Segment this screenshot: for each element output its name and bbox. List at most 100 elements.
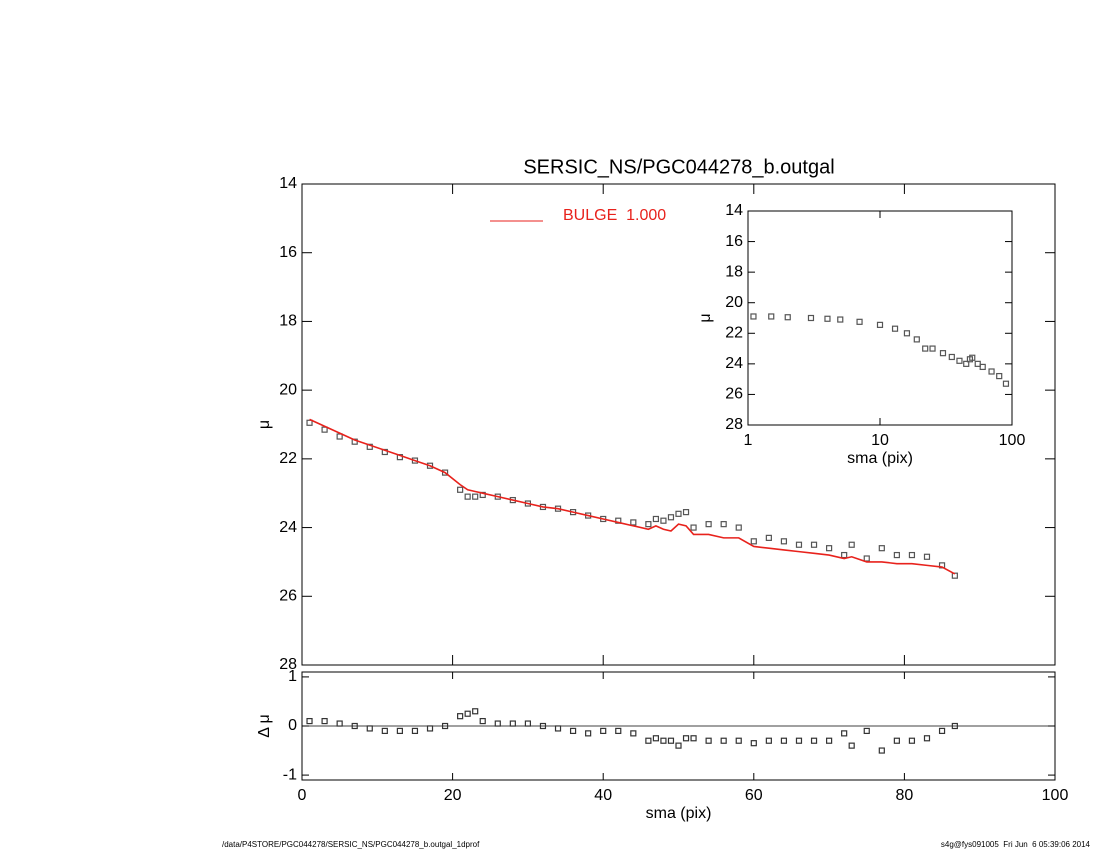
data-point — [509, 720, 516, 727]
y-tick-label: 20 — [725, 294, 743, 311]
data-point — [682, 735, 690, 742]
data-point — [381, 727, 388, 735]
y-tick-label: 24 — [279, 519, 297, 536]
data-point — [878, 747, 885, 754]
data-point — [441, 722, 449, 730]
data-point — [705, 737, 712, 744]
y-tick-label: 22 — [279, 450, 297, 467]
data-point — [539, 722, 547, 730]
data-point — [780, 737, 788, 744]
plot-frame — [301, 183, 1056, 666]
y-tick-label: 28 — [725, 416, 743, 433]
data-point — [939, 350, 947, 357]
data-point — [765, 737, 772, 744]
x-tick-label: 1 — [744, 432, 753, 449]
data-point — [667, 514, 675, 521]
y-tick-label: 1 — [288, 668, 297, 685]
data-point — [795, 541, 803, 548]
data-point — [795, 737, 803, 744]
data-point — [856, 318, 863, 325]
legend-label: BULGE 1.000 — [563, 207, 666, 224]
data-point — [396, 727, 403, 735]
data-point — [825, 545, 833, 552]
data-point — [996, 372, 1003, 380]
data-point — [848, 541, 855, 548]
data-point — [321, 717, 328, 725]
x-tick-label: 10 — [871, 432, 889, 449]
data-point — [585, 730, 592, 737]
y-tick-label: 18 — [725, 263, 743, 280]
data-point — [750, 538, 757, 545]
data-point — [903, 330, 911, 337]
data-point — [690, 524, 697, 531]
data-point — [768, 313, 775, 320]
data-point — [630, 730, 637, 737]
data-point — [951, 722, 958, 730]
data-point — [336, 720, 343, 727]
y-tick-label: 16 — [279, 244, 297, 261]
data-point — [810, 737, 818, 744]
data-point — [863, 727, 870, 735]
y-axis-label: μ — [697, 313, 714, 322]
y-tick-label: 18 — [279, 313, 297, 330]
data-point — [660, 737, 667, 744]
data-point — [675, 510, 682, 517]
model-line — [309, 418, 956, 575]
data-point — [923, 553, 931, 560]
data-point — [306, 419, 313, 426]
y-tick-label: 0 — [288, 717, 297, 734]
data-point — [948, 353, 955, 361]
data-point — [321, 426, 328, 433]
y-axis-label: μ — [256, 420, 273, 429]
data-point — [464, 493, 471, 500]
y-tick-label: 24 — [725, 355, 743, 372]
y-tick-label: 22 — [725, 325, 743, 342]
data-point — [479, 717, 486, 725]
y-tick-label: 26 — [279, 588, 297, 605]
data-point — [472, 708, 479, 715]
data-point — [682, 509, 690, 516]
data-point — [720, 737, 727, 744]
footer-right: s4g@fys091005 Fri Jun 6 05:39:06 2014 — [941, 840, 1091, 849]
data-point — [569, 727, 577, 735]
footer-left: /data/P4STORE/PGC044278/SERSIC_NS/PGC044… — [222, 840, 480, 849]
data-point — [464, 710, 471, 717]
y-tick-label: -1 — [283, 766, 297, 783]
data-point — [615, 727, 622, 735]
x-tick-label: 40 — [594, 787, 612, 804]
data-point — [652, 735, 660, 742]
data-point — [780, 538, 788, 545]
data-point — [824, 315, 831, 322]
data-point — [690, 735, 697, 742]
data-point — [938, 727, 946, 735]
data-point — [893, 737, 900, 744]
data-point — [908, 737, 916, 744]
y-tick-label: 20 — [279, 381, 297, 398]
x-axis-label: sma (pix) — [646, 805, 712, 822]
data-point — [735, 737, 742, 744]
data-point — [336, 433, 343, 440]
data-point — [863, 555, 870, 562]
data-point — [810, 541, 818, 548]
y-tick-label: 28 — [279, 656, 297, 673]
data-point — [366, 725, 373, 732]
data-point — [913, 336, 920, 343]
data-point — [893, 551, 900, 559]
data-point — [652, 515, 660, 523]
chart-title: SERSIC_NS/PGC044278_b.outgal — [523, 156, 834, 178]
x-axis-label: sma (pix) — [847, 450, 913, 467]
data-point — [956, 357, 963, 364]
data-point — [735, 524, 742, 531]
data-point — [807, 314, 815, 322]
data-point — [848, 742, 855, 749]
data-point — [750, 313, 757, 320]
data-point — [988, 368, 995, 375]
data-point — [306, 717, 313, 725]
y-tick-label: 14 — [725, 202, 743, 219]
data-point — [554, 725, 562, 732]
data-point — [908, 551, 916, 559]
x-tick-label: 20 — [444, 787, 462, 804]
data-point — [929, 345, 936, 352]
